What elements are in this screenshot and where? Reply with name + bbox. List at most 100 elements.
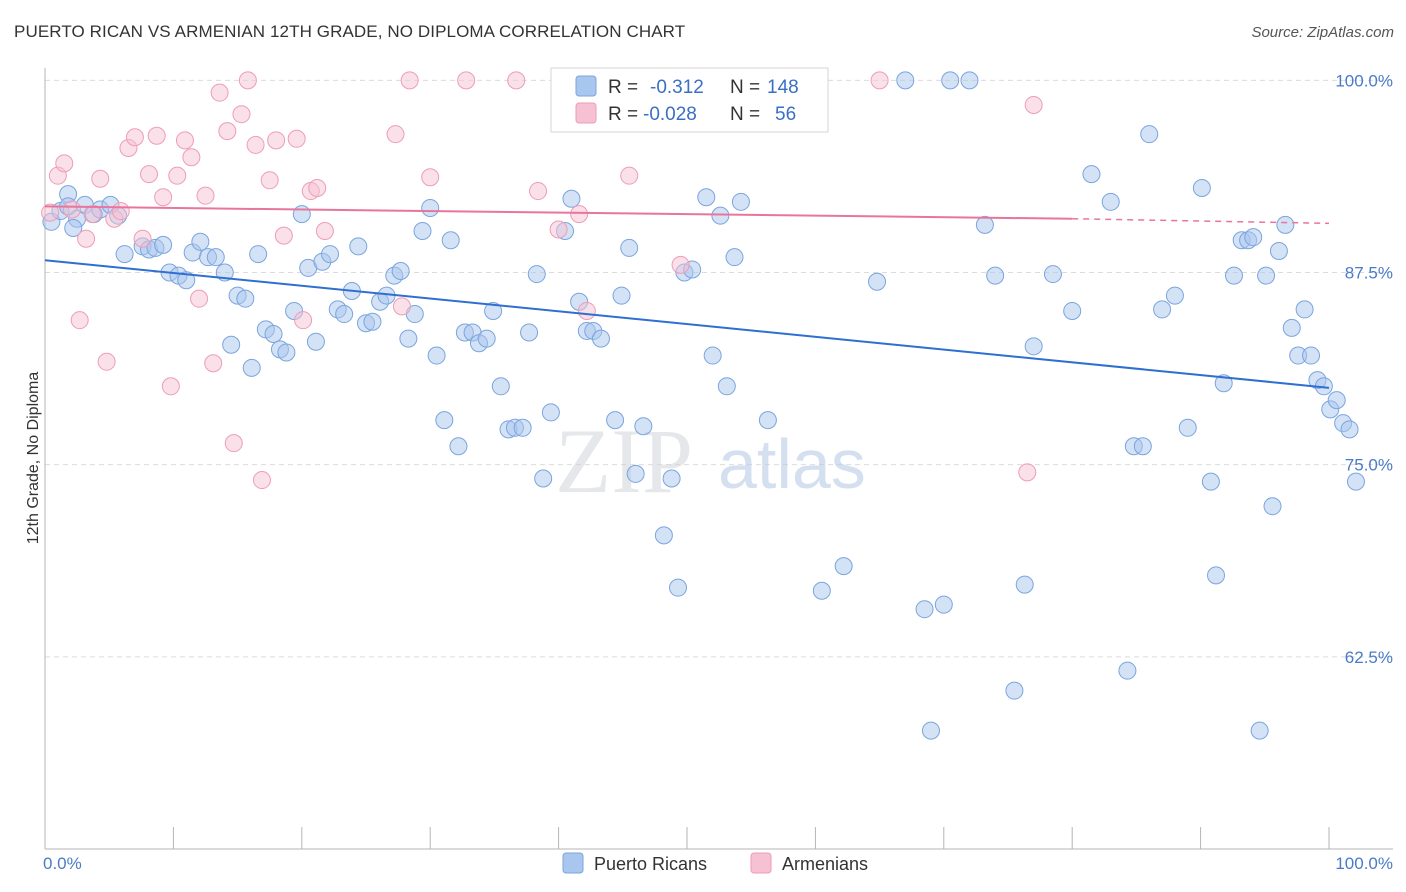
point-armenians-38: [315, 222, 334, 241]
point-puerto-ricans-24: [242, 358, 261, 377]
point-puerto-ricans-126: [1263, 497, 1282, 516]
point-puerto-ricans-41: [363, 312, 382, 331]
legend-n-value-2: 56: [775, 104, 796, 125]
point-puerto-ricans-89: [758, 411, 777, 430]
point-puerto-ricans-29: [277, 343, 296, 362]
point-puerto-ricans-35: [321, 245, 340, 264]
point-puerto-ricans-142: [115, 245, 134, 264]
trend-lines: [44, 205, 1330, 389]
point-puerto-ricans-128: [1276, 215, 1295, 234]
point-armenians-16: [154, 188, 173, 207]
point-armenians-13: [133, 229, 152, 248]
bottom-legend: Puerto Ricans Armenians: [562, 852, 868, 874]
point-puerto-ricans-115: [1178, 418, 1197, 437]
point-puerto-ricans-74: [612, 286, 631, 305]
legend-r-value-2: -0.028: [643, 104, 697, 125]
point-puerto-ricans-84: [703, 346, 722, 365]
point-puerto-ricans-114: [1165, 286, 1184, 305]
point-puerto-ricans-45: [391, 261, 410, 280]
point-puerto-ricans-104: [1024, 337, 1043, 356]
bottom-legend-swatch-blue: [562, 852, 584, 874]
point-puerto-ricans-25: [249, 245, 268, 264]
point-armenians-18: [168, 166, 187, 185]
point-armenians-31: [260, 171, 279, 190]
legend-n-label-2: N =: [730, 104, 760, 125]
point-puerto-ricans-102: [1005, 681, 1024, 700]
point-armenians-10: [111, 202, 130, 221]
point-puerto-ricans-95: [915, 600, 934, 619]
point-armenians-34: [287, 129, 306, 148]
point-armenians-46: [549, 220, 568, 239]
point-puerto-ricans-98: [941, 71, 960, 90]
point-armenians-23: [204, 354, 223, 373]
point-puerto-ricans-112: [1140, 125, 1159, 144]
point-puerto-ricans-73: [606, 411, 625, 430]
point-armenians-26: [224, 434, 243, 453]
point-armenians-30: [252, 471, 271, 490]
x-tick-label-0: 0.0%: [43, 854, 82, 873]
point-puerto-ricans-59: [491, 377, 510, 396]
point-armenians-12: [125, 128, 144, 147]
point-puerto-ricans-113: [1153, 300, 1172, 319]
point-armenians-5: [77, 229, 96, 248]
point-armenians-55: [1024, 95, 1043, 114]
point-armenians-24: [210, 83, 229, 102]
point-puerto-ricans-17: [191, 232, 210, 251]
point-puerto-ricans-72: [591, 329, 610, 348]
x-tick-labels: 0.0% 100.0%: [43, 854, 1393, 873]
point-armenians-25: [218, 122, 237, 141]
source-label: Source: ZipAtlas.com: [1251, 24, 1394, 41]
point-puerto-ricans-117: [1201, 472, 1220, 491]
bottom-legend-swatch-pink: [750, 852, 772, 874]
point-armenians-27: [232, 105, 251, 124]
point-puerto-ricans-93: [868, 272, 887, 291]
trend-line-armenians: [44, 205, 1073, 220]
point-puerto-ricans-23: [236, 289, 255, 308]
point-armenians-54: [1018, 463, 1037, 482]
point-armenians-6: [83, 205, 102, 224]
point-armenians-44: [507, 71, 526, 90]
point-puerto-ricans-68: [562, 189, 581, 208]
point-puerto-ricans-116: [1192, 178, 1211, 197]
point-armenians-21: [190, 289, 209, 308]
point-puerto-ricans-92: [834, 557, 853, 576]
point-puerto-ricans-139: [1346, 472, 1365, 491]
point-puerto-ricans-65: [534, 469, 553, 488]
bottom-legend-label-armenians: Armenians: [782, 854, 868, 874]
chart-title: PUERTO RICAN VS ARMENIAN 12TH GRADE, NO …: [14, 22, 686, 41]
point-puerto-ricans-27: [264, 325, 283, 344]
axes: [44, 68, 1393, 850]
legend-r-label-2: R =: [608, 104, 638, 125]
point-armenians-53: [870, 71, 889, 90]
point-puerto-ricans-21: [222, 335, 241, 354]
point-puerto-ricans-132: [1302, 346, 1321, 365]
legend-r-value-1: -0.312: [650, 77, 704, 98]
point-puerto-ricans-123: [1244, 228, 1263, 247]
point-puerto-ricans-141: [64, 218, 83, 237]
legend-n-label-1: N =: [730, 77, 760, 98]
point-puerto-ricans-39: [349, 237, 368, 256]
point-puerto-ricans-76: [626, 464, 645, 483]
point-armenians-29: [246, 135, 265, 154]
point-armenians-17: [161, 377, 180, 396]
bottom-legend-label-puerto-ricans: Puerto Ricans: [594, 854, 707, 874]
y-tick-label-2: 75.0%: [1345, 456, 1393, 475]
point-puerto-ricans-96: [921, 721, 940, 740]
legend-swatch-pink: [575, 102, 597, 124]
point-armenians-14: [140, 165, 159, 184]
point-puerto-ricans-83: [697, 188, 716, 207]
point-puerto-ricans-124: [1250, 721, 1269, 740]
legend-swatch-blue: [575, 75, 597, 97]
point-puerto-ricans-125: [1257, 266, 1276, 285]
series-armenians-points: [41, 71, 1043, 490]
point-puerto-ricans-48: [413, 222, 432, 241]
watermark-atlas: atlas: [718, 425, 866, 503]
point-puerto-ricans-75: [620, 238, 639, 257]
point-armenians-4: [70, 311, 89, 330]
point-puerto-ricans-108: [1101, 192, 1120, 211]
point-puerto-ricans-12: [154, 235, 173, 254]
point-armenians-41: [400, 71, 419, 90]
point-armenians-51: [671, 255, 690, 274]
point-puerto-ricans-63: [520, 323, 539, 342]
